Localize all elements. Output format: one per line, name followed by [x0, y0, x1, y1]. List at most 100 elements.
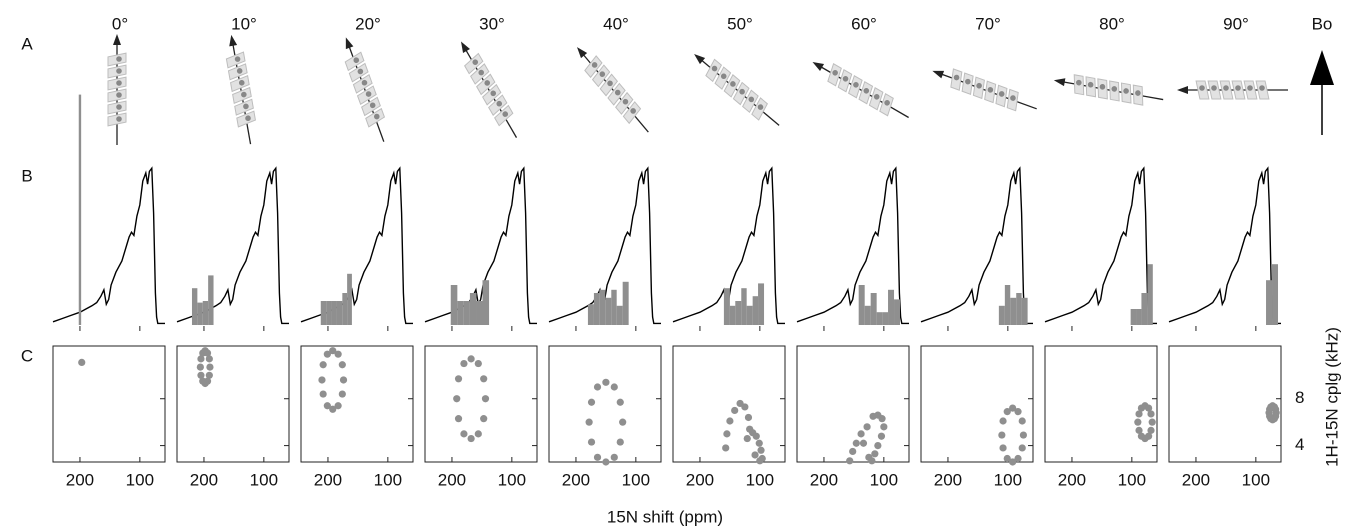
helix-residue — [116, 68, 122, 74]
x-tick-label: 100 — [374, 470, 402, 489]
helix-residue — [472, 59, 479, 65]
angle-label: 20° — [355, 14, 381, 33]
helix-residue — [357, 68, 364, 75]
spectrum-line — [920, 166, 1033, 325]
scatter-point — [1003, 454, 1011, 463]
scatter-point — [741, 403, 749, 411]
helix-arrow — [113, 34, 121, 45]
y-axis-label: 1H-15N cplg (kHz) — [1322, 327, 1341, 467]
scatter-point — [199, 377, 207, 385]
spectrum-line — [1168, 166, 1281, 325]
panel-frame — [920, 345, 1034, 463]
helix-residue — [599, 71, 606, 77]
scatter-point — [593, 453, 602, 461]
scatter-point — [1003, 408, 1011, 416]
scatter-point — [1018, 417, 1026, 425]
histogram-bar — [463, 301, 470, 325]
scatter-point — [339, 376, 348, 384]
spectrum-line — [300, 166, 413, 325]
helix-residue — [243, 103, 249, 110]
helix-residue — [116, 56, 122, 62]
x-tick-label: 200 — [190, 470, 218, 489]
x-tick-label: 100 — [126, 470, 154, 489]
angle-label: 50° — [727, 14, 753, 33]
helix-residue — [353, 57, 360, 63]
panel-frame — [176, 345, 290, 463]
helix-arrow — [229, 34, 238, 47]
x-tick-label: 100 — [1118, 470, 1146, 489]
scatter-point — [323, 402, 331, 410]
scatter-point — [474, 430, 482, 438]
helix-arrow — [577, 47, 588, 59]
scatter-point — [587, 398, 596, 406]
histogram-bar — [78, 94, 82, 325]
scatter-point — [874, 441, 882, 450]
scatter-point — [1145, 404, 1153, 412]
histogram-bar — [342, 293, 348, 325]
scatter-point — [877, 432, 886, 440]
scatter-point — [731, 406, 739, 415]
helix-arrow — [694, 54, 706, 65]
helix-residue — [1135, 90, 1141, 96]
scatter-point — [865, 453, 873, 461]
angle-label: 90° — [1223, 14, 1249, 33]
helix-residue — [1010, 95, 1016, 101]
scatter-point — [863, 423, 871, 431]
scatter-point — [1266, 412, 1274, 420]
x-tick-label: 100 — [622, 470, 650, 489]
scatter-point — [1147, 410, 1155, 418]
helix-residue — [1087, 81, 1094, 88]
helix-arrow — [1053, 78, 1066, 87]
scatter-point — [480, 375, 488, 383]
helix-residue — [998, 91, 1005, 97]
helix-residue — [1099, 84, 1106, 90]
helix-residue — [832, 69, 838, 76]
scatter-point — [196, 363, 204, 371]
panel-frame — [548, 345, 662, 463]
x-tick-label: 200 — [562, 470, 590, 489]
helix-residue — [863, 87, 870, 94]
scatter-point — [454, 375, 463, 383]
histogram-bar — [476, 301, 483, 325]
helix-residue — [711, 65, 718, 72]
helix-residue — [1259, 85, 1265, 91]
scatter-point — [593, 383, 602, 391]
histogram-bar — [888, 289, 895, 325]
scatter-point — [849, 447, 857, 456]
helix-residue — [591, 62, 598, 68]
scatter-point — [880, 423, 888, 431]
helix-residue — [373, 113, 380, 120]
scatter-point — [197, 371, 205, 379]
helix-residue — [720, 73, 727, 80]
scatter-point — [999, 444, 1007, 452]
helix-residue — [238, 79, 245, 86]
histogram-bar — [858, 285, 865, 325]
histogram-bar — [482, 280, 490, 325]
helix-residue — [478, 69, 485, 76]
scatter-point — [752, 432, 760, 440]
histogram-bar — [723, 288, 730, 325]
scatter-point — [846, 457, 854, 465]
panel-frame — [300, 345, 414, 463]
histogram-bar — [1130, 309, 1137, 325]
histogram-bar — [1021, 297, 1028, 325]
x-tick-label: 100 — [870, 470, 898, 489]
x-axis-label: 15N shift (ppm) — [607, 507, 723, 526]
helix-residue — [116, 104, 122, 110]
helix-arrow — [932, 70, 945, 79]
scatter-point — [757, 446, 765, 454]
histogram-bar — [870, 293, 877, 325]
histogram-bar — [864, 305, 871, 325]
helix-residue — [1211, 85, 1217, 91]
helix-residue — [757, 104, 764, 110]
scatter-point — [467, 434, 475, 443]
helix-residue — [842, 75, 849, 82]
scatter-point — [1135, 426, 1143, 434]
scatter-point — [474, 359, 482, 368]
helix-arrow — [345, 37, 354, 50]
histogram-bar — [998, 305, 1005, 325]
panel-frame — [1168, 345, 1282, 463]
helix-residue — [234, 56, 241, 62]
y-tick-label: 4 — [1295, 435, 1304, 454]
angle-label: 60° — [851, 14, 877, 33]
